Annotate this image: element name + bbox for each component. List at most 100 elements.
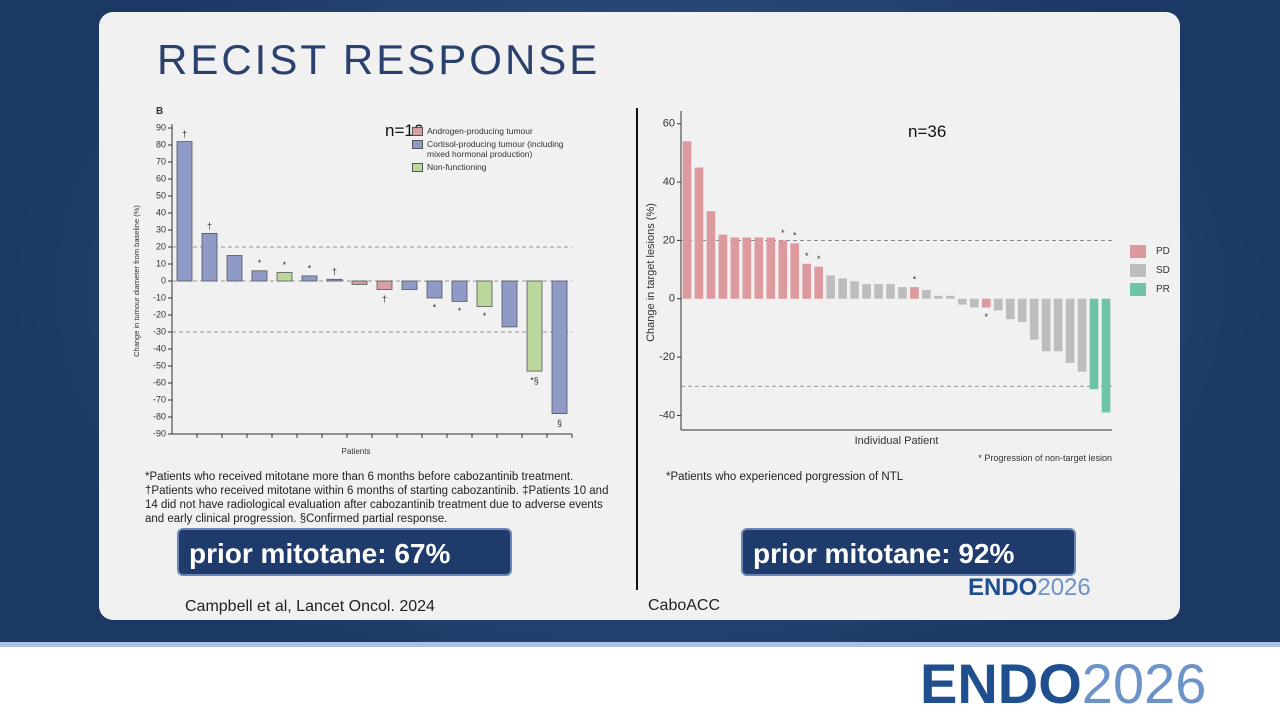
y-tick-label: -20 — [153, 309, 166, 319]
bar — [1065, 298, 1075, 363]
callout: prior mitotane: 92% — [741, 528, 1076, 576]
bar-annotation: * — [913, 274, 917, 284]
bar — [862, 284, 871, 299]
slide-panel — [99, 12, 1180, 620]
y-axis-label: Change in target lesions (%) — [645, 203, 657, 342]
bar — [682, 141, 692, 299]
note: * Progression of non-target lesion — [978, 453, 1112, 463]
bar — [730, 237, 740, 299]
legend-item: Non-functioning — [412, 162, 587, 172]
slide-title: RECIST RESPONSE — [157, 36, 601, 83]
bar-annotation: † — [182, 129, 187, 139]
bar-annotation: * — [258, 258, 262, 268]
bar — [1089, 298, 1099, 390]
bar — [501, 280, 518, 328]
bar — [401, 280, 418, 290]
bar-annotation: * — [283, 260, 287, 270]
y-tick-label: 0 — [161, 275, 166, 285]
bar-annotation: † — [207, 221, 212, 231]
bar — [970, 298, 979, 308]
legend-item: Cortisol-producing tumour (including mix… — [412, 139, 587, 159]
bar — [451, 280, 468, 302]
source: CaboACC — [648, 597, 721, 614]
legend-item: PR — [1130, 280, 1170, 299]
footnote: *Patients who experienced porgression of… — [666, 471, 904, 483]
bar-annotation: * — [483, 311, 487, 321]
bar — [1101, 298, 1111, 413]
y-tick-label: 60 — [156, 173, 166, 183]
legend-swatch — [1130, 283, 1146, 296]
bar — [1029, 298, 1039, 340]
bar — [351, 280, 368, 285]
bar — [981, 298, 991, 308]
y-tick-label: -80 — [153, 411, 166, 421]
bar — [838, 278, 847, 299]
bar — [958, 298, 967, 305]
bar — [802, 263, 812, 299]
bar — [526, 280, 543, 372]
y-tick-label: 10 — [156, 258, 166, 268]
y-tick-label: -60 — [153, 377, 166, 387]
legend-label: Androgen-producing tumour — [427, 126, 533, 136]
legend: Androgen-producing tumour Cortisol-produc… — [412, 126, 587, 175]
logo-brand: ENDO — [920, 652, 1082, 715]
x-axis-label: Individual Patient — [855, 435, 939, 447]
bar — [993, 298, 1003, 311]
y-axis-label: Change in tumour diameter from baseline … — [132, 205, 141, 357]
legend-item: PD — [1130, 242, 1170, 261]
bar — [1053, 298, 1063, 352]
bar — [476, 280, 493, 307]
y-tick-label: 60 — [663, 118, 675, 130]
y-tick-label: -40 — [153, 343, 166, 353]
panel-label: B — [156, 106, 163, 117]
bar — [1041, 298, 1051, 352]
bar — [694, 167, 704, 299]
logo-year: 2026 — [1081, 652, 1207, 715]
bar-annotation: * — [458, 306, 462, 316]
y-tick-label: 40 — [156, 207, 166, 217]
legend-item: Androgen-producing tumour — [412, 126, 587, 136]
bar — [910, 287, 919, 299]
bar — [718, 234, 728, 299]
bar — [551, 280, 568, 415]
bar-annotation: * — [433, 302, 437, 312]
bar — [826, 275, 835, 299]
bar — [922, 290, 931, 299]
logo-year: 2026 — [1037, 574, 1091, 601]
bar-annotation: * — [793, 231, 797, 241]
y-tick-label: -40 — [659, 409, 675, 421]
bar — [1005, 298, 1015, 320]
y-tick-label: 90 — [156, 122, 166, 132]
bar-annotation: † — [332, 267, 337, 277]
bar — [886, 284, 895, 299]
y-tick-label: 50 — [156, 190, 166, 200]
bar-annotation: * — [308, 263, 312, 273]
bar — [754, 237, 764, 299]
y-tick-label: -30 — [153, 326, 166, 336]
legend-item: SD — [1130, 261, 1170, 280]
sample-size: n=36 — [908, 122, 946, 141]
bar — [766, 237, 776, 299]
legend: PD SD PR — [1130, 242, 1170, 299]
bar — [176, 141, 193, 282]
legend-swatch — [1130, 264, 1146, 277]
bar — [946, 295, 955, 299]
bar — [790, 243, 800, 299]
bar-annotation: * — [985, 312, 989, 322]
bar — [1017, 298, 1027, 323]
y-tick-label: 40 — [663, 176, 675, 188]
bar — [814, 266, 823, 299]
legend-swatch — [412, 127, 423, 136]
y-tick-label: 70 — [156, 156, 166, 166]
bar-annotation: *§ — [530, 375, 539, 385]
bar — [301, 275, 318, 282]
bar-annotation: * — [805, 251, 809, 261]
bar — [934, 295, 943, 299]
y-tick-label: -50 — [153, 360, 166, 370]
source: Campbell et al, Lancet Oncol. 2024 — [185, 598, 435, 615]
bar-annotation: § — [557, 418, 562, 428]
y-tick-label: 30 — [156, 224, 166, 234]
bar — [276, 272, 293, 282]
bar — [251, 270, 268, 282]
